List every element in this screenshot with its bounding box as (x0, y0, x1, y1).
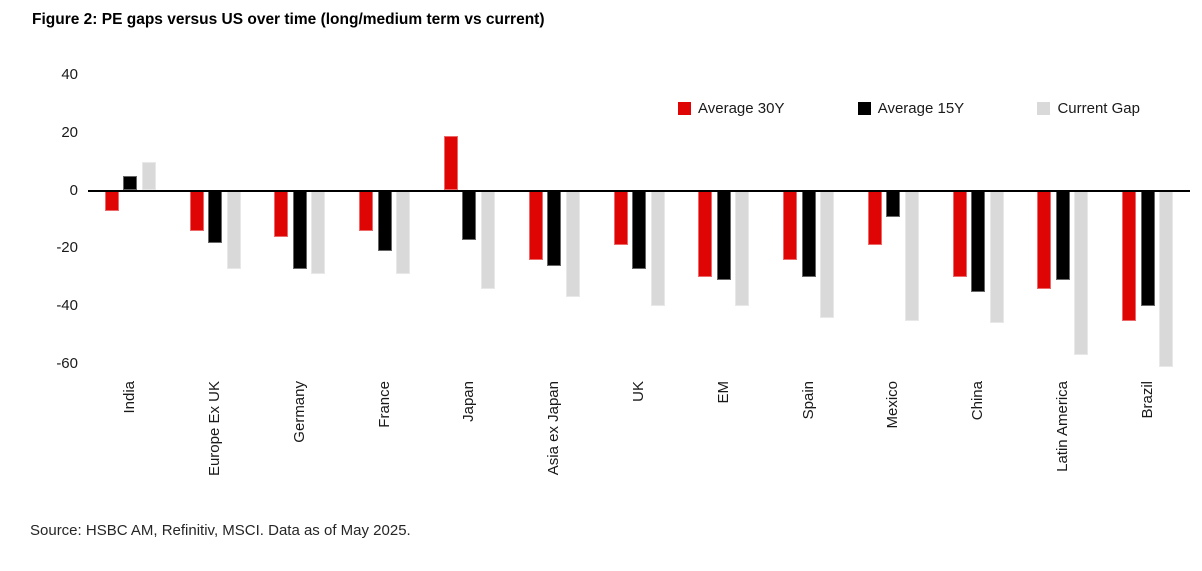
bar-current-gap-em (735, 190, 750, 307)
y-axis-tick-label: 0 (69, 181, 78, 199)
x-axis-label-text: Brazil (1138, 381, 1156, 419)
bar-average-15y-uk (632, 190, 646, 269)
bar-current-gap-europe-ex-uk (226, 190, 241, 269)
legend-swatch-icon (1037, 102, 1051, 115)
bar-current-gap-spain (820, 190, 835, 318)
bar-current-gap-france (396, 190, 411, 275)
x-axis-label-france: France (375, 380, 393, 530)
x-axis-label-text: Spain (799, 381, 817, 420)
legend-swatch-icon (857, 102, 871, 115)
bar-current-gap-germany (311, 190, 326, 275)
bar-average-30y-spain (783, 190, 798, 260)
legend-label: Average 30Y (698, 100, 785, 117)
bar-average-15y-asia-ex-japan (547, 190, 562, 266)
x-axis-label-asia-ex-japan: Asia ex Japan (545, 380, 563, 530)
bar-current-gap-india (141, 161, 156, 191)
bar-average-30y-germany (274, 190, 289, 237)
bar-average-30y-uk (613, 190, 628, 246)
x-axis-label-japan: Japan (460, 380, 478, 530)
x-axis-label-china: China (969, 380, 987, 530)
x-axis-label-text: Europe Ex UK (206, 381, 224, 477)
bar-average-15y-spain (801, 190, 816, 278)
bar-current-gap-asia-ex-japan (565, 190, 580, 298)
y-axis-tick-label: -40 (56, 297, 78, 315)
bar-average-15y-mexico (886, 190, 901, 217)
chart-title: Figure 2: PE gaps versus US over time (l… (32, 11, 545, 28)
bar-average-30y-india (104, 190, 119, 211)
bar-average-15y-china (971, 190, 986, 292)
x-axis-label-uk: UK (630, 380, 647, 530)
bar-average-30y-china (952, 190, 967, 278)
x-axis-label-india: India (121, 380, 139, 530)
y-axis-tick-label: -20 (56, 239, 78, 257)
bar-average-15y-france (377, 190, 392, 252)
x-axis-label-text: EM (714, 381, 732, 404)
x-axis-label-text: UK (630, 381, 647, 402)
bar-average-30y-latin-america (1037, 190, 1052, 289)
bar-current-gap-latin-america (1074, 190, 1089, 356)
zero-axis-line (88, 189, 1190, 192)
bar-average-30y-asia-ex-japan (528, 190, 543, 260)
bar-current-gap-uk (650, 190, 665, 307)
x-axis-label-latin-america: Latin America (1053, 380, 1071, 530)
x-axis-label-germany: Germany (290, 380, 308, 530)
bar-current-gap-mexico (904, 190, 919, 321)
y-axis-tick-label: 20 (61, 123, 78, 141)
legend-label: Current Gap (1057, 100, 1140, 117)
x-axis-label-text: Germany (290, 381, 308, 443)
chart-legend: Average 30Y Average 15Y Current Gap (678, 100, 1140, 117)
bar-average-30y-brazil (1122, 190, 1137, 321)
bar-average-15y-brazil (1140, 190, 1155, 307)
bar-average-30y-france (359, 190, 374, 231)
x-axis-label-text: Latin America (1053, 381, 1071, 472)
legend-item-average-30y: Average 30Y (678, 100, 784, 117)
bar-average-30y-em (698, 190, 713, 278)
bar-current-gap-china (989, 190, 1004, 324)
bar-average-15y-em (716, 190, 731, 281)
legend-label: Average 15Y (877, 100, 965, 117)
x-axis-label-text: Asia ex Japan (545, 381, 563, 476)
bar-average-30y-europe-ex-uk (189, 190, 204, 231)
y-axis-tick-label: -60 (56, 354, 78, 372)
bar-average-15y-india (123, 176, 138, 191)
x-axis-label-text: India (121, 381, 139, 414)
x-axis-label-brazil: Brazil (1138, 380, 1156, 530)
bar-average-30y-mexico (867, 190, 882, 246)
x-axis-label-text: Mexico (884, 381, 902, 429)
bar-average-15y-europe-ex-uk (208, 190, 223, 243)
y-axis-tick-label: 40 (61, 65, 78, 83)
x-axis-label-em: EM (714, 380, 732, 530)
x-axis-label-europe-ex-uk: Europe Ex UK (206, 380, 224, 530)
bar-average-15y-germany (292, 190, 307, 269)
x-axis-label-spain: Spain (799, 380, 817, 530)
bar-current-gap-brazil (1159, 190, 1174, 367)
bar-average-15y-japan (462, 190, 477, 240)
bar-average-15y-latin-america (1055, 190, 1070, 281)
x-axis-label-mexico: Mexico (884, 380, 902, 530)
source-note: Source: HSBC AM, Refinitiv, MSCI. Data a… (30, 522, 411, 539)
legend-item-average-15y: Average 15Y (857, 100, 965, 117)
x-axis-label-text: France (375, 381, 393, 428)
bar-current-gap-japan (480, 190, 495, 289)
legend-swatch-icon (678, 102, 691, 115)
bar-average-30y-japan (443, 135, 458, 191)
x-axis-label-text: China (969, 381, 987, 421)
x-axis-label-text: Japan (460, 381, 478, 422)
legend-item-current-gap: Current Gap (1037, 100, 1140, 117)
